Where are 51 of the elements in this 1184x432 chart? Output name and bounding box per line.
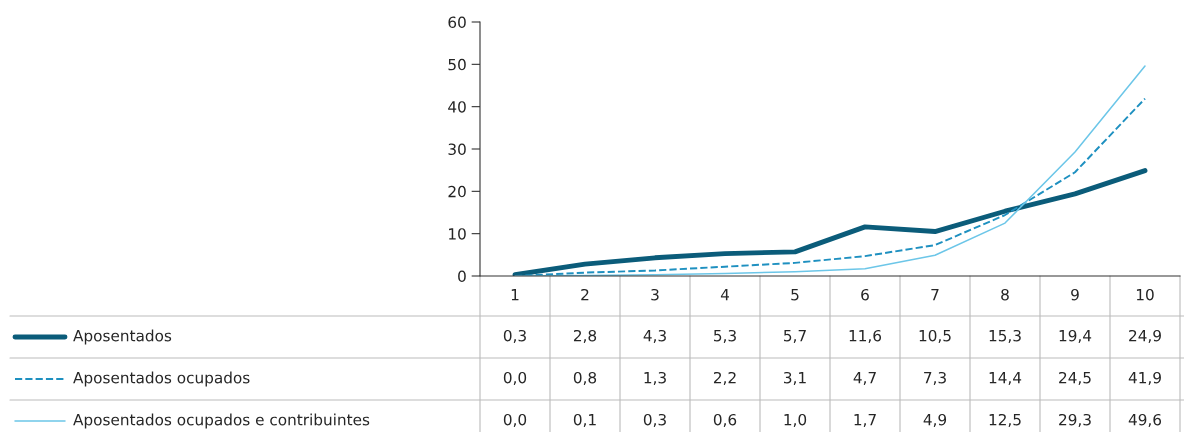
x-tick-label: 1 xyxy=(511,289,519,301)
x-tick-label: 7 xyxy=(931,289,939,301)
data-label: 2,2 xyxy=(713,371,736,385)
data-label: 49,6 xyxy=(1128,413,1162,427)
data-label: 4,3 xyxy=(643,329,666,343)
x-tick-label: 2 xyxy=(581,288,589,301)
data-label: 0,0 xyxy=(503,413,527,427)
line-series xyxy=(512,168,1148,276)
y-tick-label: 40 xyxy=(448,101,466,113)
data-label: 11,6 xyxy=(849,329,882,343)
x-tick-label: 10 xyxy=(1136,288,1154,301)
data-label: 0,3 xyxy=(643,413,666,427)
data-label: 14,4 xyxy=(989,372,1022,385)
data-label: 3,1 xyxy=(784,371,806,385)
data-label: 1,7 xyxy=(854,414,876,427)
y-tick-label: 0 xyxy=(458,270,466,283)
data-label: 0,6 xyxy=(713,413,737,427)
data-label: 10,5 xyxy=(919,329,951,343)
x-tick-label: 9 xyxy=(1071,288,1079,301)
data-label: 0,1 xyxy=(573,413,596,427)
data-label: 5,7 xyxy=(784,330,806,343)
legend-label: Aposentados xyxy=(73,329,172,345)
data-label: 19,4 xyxy=(1059,329,1092,343)
data-label: 5,3 xyxy=(714,329,736,343)
data-label: 0,3 xyxy=(503,329,526,343)
data-label: 4,7 xyxy=(853,372,876,385)
legend-label: Aposentados ocupados xyxy=(73,371,250,387)
x-tick-label: 8 xyxy=(1001,288,1009,301)
data-label: 41,9 xyxy=(1128,371,1161,385)
x-tick-label: 5 xyxy=(791,289,799,301)
data-label: 1,3 xyxy=(644,371,666,385)
data-label: 15,3 xyxy=(989,329,1021,343)
y-tick-label: 60 xyxy=(448,16,466,29)
data-label: 29,3 xyxy=(1059,413,1091,427)
y-tick-label: 30 xyxy=(448,143,466,156)
data-label: 4,9 xyxy=(923,413,947,427)
data-label: 0,8 xyxy=(573,371,597,385)
y-tick-label: 20 xyxy=(448,185,466,198)
legend-label: Aposentados ocupados e contribuintes xyxy=(73,413,370,429)
x-tick-label: 6 xyxy=(861,288,869,301)
y-tick-label: 10 xyxy=(449,228,466,240)
data-label: 12,5 xyxy=(989,413,1021,427)
x-tick-label: 4 xyxy=(720,289,729,301)
data-label: 7,3 xyxy=(924,371,946,385)
y-tick-label: 50 xyxy=(448,58,466,71)
data-label: 24,5 xyxy=(1059,371,1091,385)
data-label: 0,0 xyxy=(503,371,527,385)
data-label: 24,9 xyxy=(1129,329,1161,343)
data-label: 2,8 xyxy=(573,329,597,343)
data-label: 1,0 xyxy=(784,413,807,427)
x-tick-label: 3 xyxy=(651,288,659,301)
